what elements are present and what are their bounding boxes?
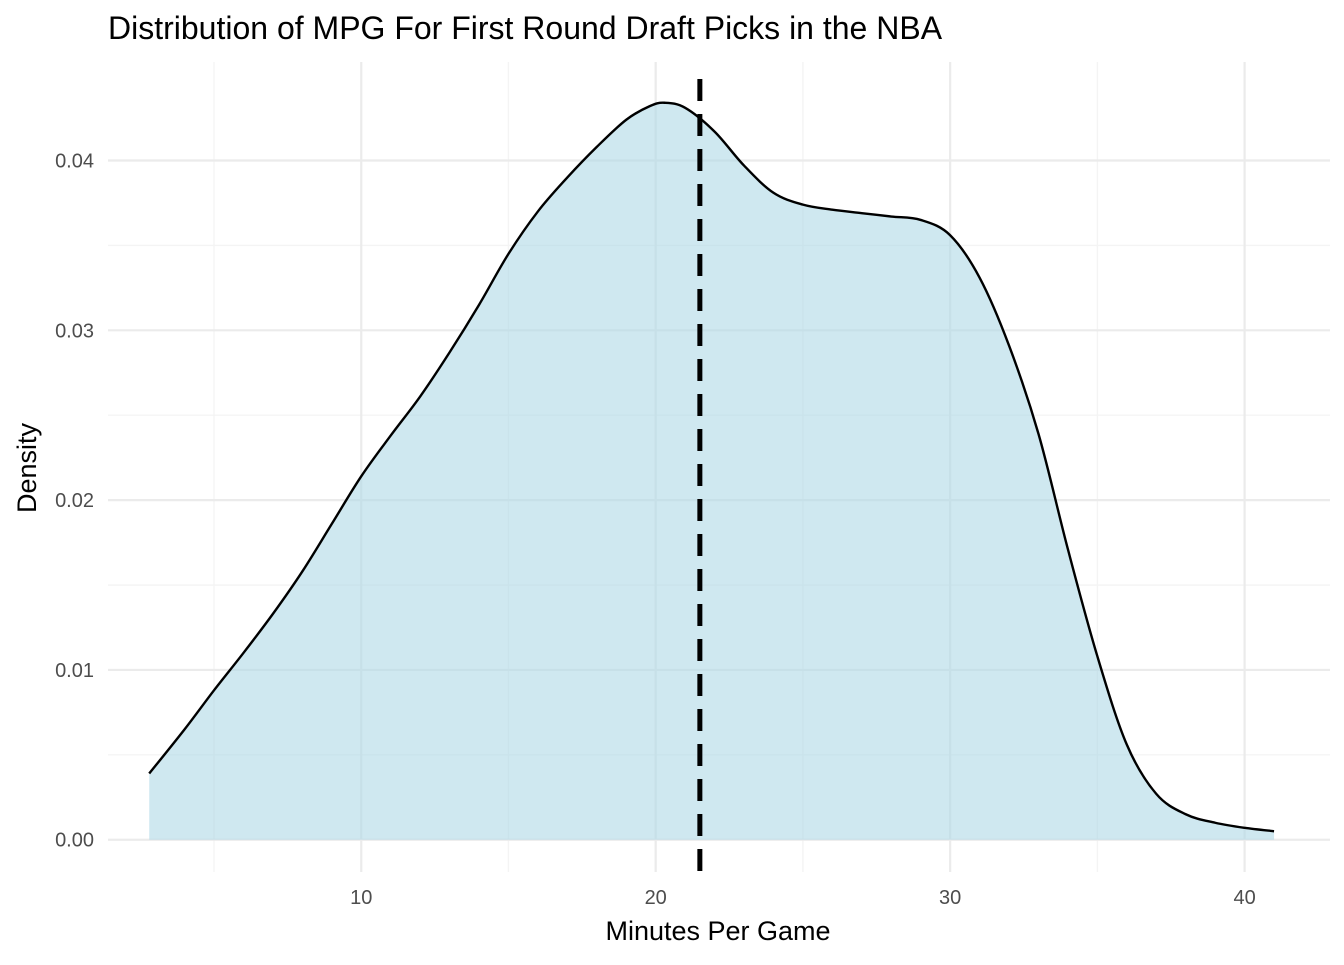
x-axis-tick-labels: 10 20 30 40 <box>350 887 1256 909</box>
y-tick-label: 0.01 <box>55 660 94 682</box>
density-layer <box>148 101 1275 840</box>
y-tick-label: 0.03 <box>55 320 94 342</box>
x-tick-label: 30 <box>939 887 961 909</box>
x-axis-label: Minutes Per Game <box>605 916 830 946</box>
x-tick-label: 20 <box>645 887 667 909</box>
density-curve <box>148 101 1275 833</box>
y-tick-label: 0.00 <box>55 830 94 852</box>
density-area <box>149 102 1275 840</box>
y-axis-label: Density <box>12 422 42 513</box>
y-tick-label: 0.02 <box>55 490 94 512</box>
y-axis-tick-labels: 0.00 0.01 0.02 0.03 0.04 <box>55 150 94 851</box>
x-tick-label: 10 <box>350 887 372 909</box>
chart-title: Distribution of MPG For First Round Draf… <box>108 10 943 46</box>
x-tick-label: 40 <box>1233 887 1255 909</box>
y-tick-label: 0.04 <box>55 150 94 172</box>
